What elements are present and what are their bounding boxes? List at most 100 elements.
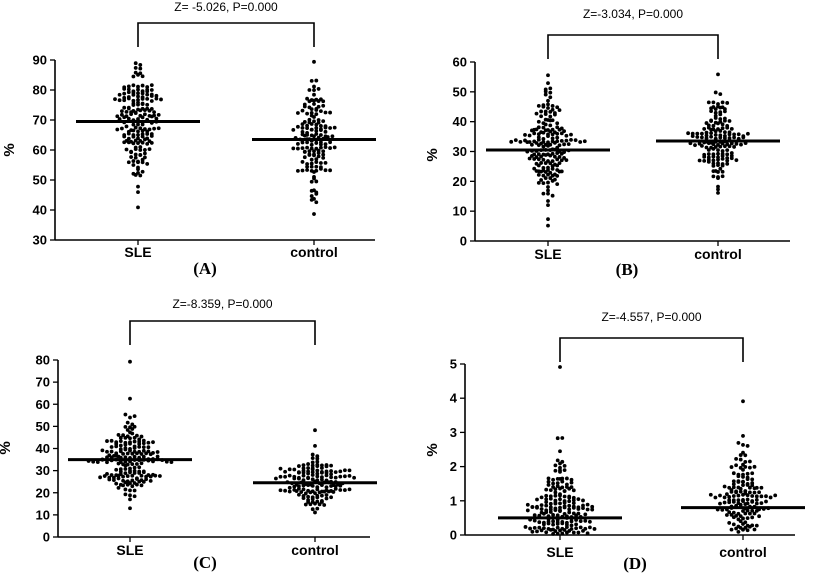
data-point — [745, 483, 750, 487]
data-point — [553, 529, 558, 533]
data-point — [121, 483, 125, 488]
data-point — [706, 152, 711, 156]
data-point — [338, 488, 343, 492]
data-point — [539, 503, 544, 508]
data-point — [313, 510, 317, 515]
data-point — [297, 470, 301, 475]
data-point — [550, 104, 555, 108]
data-point — [546, 521, 551, 526]
data-point — [323, 145, 328, 150]
data-point — [140, 140, 145, 145]
data-point — [302, 150, 307, 154]
data-point — [136, 122, 140, 127]
data-point — [548, 90, 553, 95]
data-point — [138, 126, 143, 131]
data-point — [136, 84, 140, 89]
data-point — [544, 503, 549, 508]
data-point — [328, 110, 332, 115]
data-point — [330, 134, 335, 139]
data-point — [156, 113, 161, 117]
data-point — [310, 467, 315, 472]
data-point — [309, 197, 314, 202]
data-point — [121, 474, 125, 479]
data-point — [759, 494, 764, 499]
data-point — [307, 99, 312, 104]
data-point — [702, 154, 707, 159]
data-point — [527, 156, 532, 161]
data-point — [109, 445, 114, 449]
data-point — [156, 126, 161, 131]
data-point — [555, 481, 560, 486]
data-point — [750, 515, 755, 520]
data-point — [129, 112, 134, 117]
data-point — [559, 158, 564, 163]
data-point — [300, 108, 305, 113]
data-point — [558, 486, 562, 491]
data-point — [118, 439, 123, 444]
data-point — [727, 500, 732, 505]
y-tick-label: 90 — [33, 53, 47, 68]
y-tick-label: 50 — [36, 419, 50, 434]
y-tick-label: 10 — [453, 204, 467, 219]
data-point — [562, 468, 567, 473]
data-point — [555, 477, 560, 481]
data-point — [323, 110, 328, 115]
data-point — [151, 440, 155, 445]
data-point — [319, 166, 323, 171]
data-point — [716, 148, 720, 152]
data-point — [144, 477, 149, 482]
data-point — [723, 144, 727, 149]
data-point — [149, 94, 154, 98]
data-point — [750, 508, 755, 513]
data-point — [530, 142, 534, 147]
data-point — [313, 501, 317, 506]
data-point — [523, 133, 527, 137]
data-point — [131, 92, 136, 97]
data-point — [704, 130, 709, 135]
data-point — [136, 205, 140, 210]
data-point — [140, 115, 145, 120]
data-point — [149, 83, 154, 88]
data-point — [114, 453, 119, 458]
data-point — [312, 92, 316, 97]
data-point — [518, 139, 523, 144]
data-point — [541, 137, 546, 141]
data-point — [543, 128, 548, 133]
data-point — [145, 89, 150, 94]
data-point — [743, 465, 748, 469]
data-point — [752, 486, 757, 491]
data-point — [314, 164, 319, 169]
data-point — [149, 114, 154, 119]
data-point — [571, 530, 576, 535]
data-point — [116, 485, 121, 490]
data-point — [143, 112, 147, 117]
data-point — [741, 399, 745, 404]
data-point — [543, 161, 548, 165]
data-point — [548, 161, 553, 166]
data-point — [128, 448, 132, 453]
data-point — [140, 160, 145, 165]
data-point — [128, 506, 132, 511]
data-point — [114, 444, 119, 449]
data-point — [149, 134, 154, 138]
data-point — [569, 132, 573, 137]
data-point — [576, 507, 581, 511]
data-point — [149, 141, 154, 145]
data-point — [140, 74, 145, 79]
data-point — [131, 122, 136, 127]
data-point — [548, 527, 553, 532]
data-point — [109, 449, 114, 454]
data-point — [131, 98, 136, 103]
data-point — [746, 131, 750, 136]
data-point — [301, 483, 306, 488]
data-point — [578, 525, 583, 530]
data-point — [555, 484, 560, 489]
y-tick-label: 20 — [36, 485, 50, 500]
data-point — [743, 453, 748, 458]
data-point — [328, 168, 332, 173]
data-point — [152, 110, 157, 115]
data-point — [135, 462, 139, 466]
data-point — [546, 180, 550, 185]
data-point — [562, 464, 567, 468]
data-point — [741, 499, 745, 504]
